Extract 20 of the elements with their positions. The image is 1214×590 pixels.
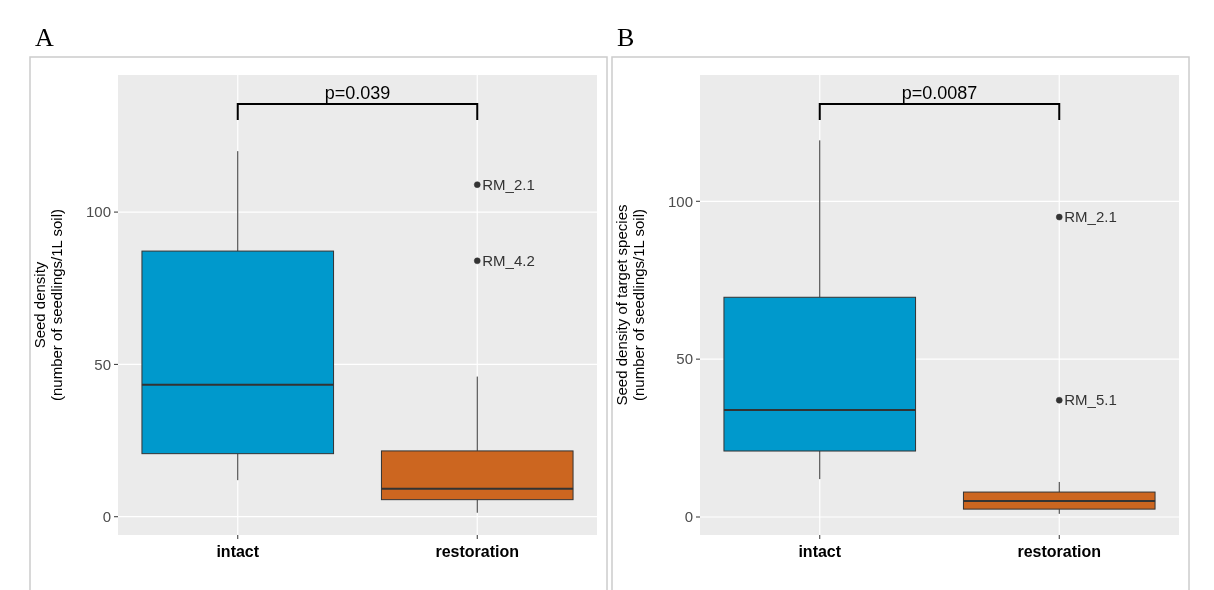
y-tick-label: 50 bbox=[94, 355, 111, 373]
y-tick-label: 50 bbox=[676, 350, 693, 368]
annotation: RM_2.1 bbox=[482, 175, 535, 193]
y-tick-label: 100 bbox=[85, 203, 111, 221]
y-axis-title: Seed density (number of seedlings/1L soil) bbox=[31, 208, 65, 402]
x-tick-label: restoration bbox=[1017, 543, 1102, 560]
annotation: RM_2.1 bbox=[1064, 208, 1117, 226]
chart-title: A bbox=[35, 23, 54, 52]
y-axis-title: Seed density of target species (number of seedlings/1L soil) bbox=[613, 204, 647, 406]
annotation: p=0.0087 bbox=[901, 83, 978, 103]
y-tick-label: 100 bbox=[667, 192, 693, 210]
annotation: p=0.039 bbox=[324, 83, 391, 103]
chart-title: B bbox=[617, 23, 635, 52]
annotation: RM_5.1 bbox=[1064, 391, 1117, 409]
x-tick-label: intact bbox=[798, 543, 842, 560]
annotation: RM_4.2 bbox=[482, 252, 535, 270]
y-tick-label: 0 bbox=[102, 507, 111, 525]
y-tick-label: 0 bbox=[684, 508, 693, 526]
x-tick-label: restoration bbox=[435, 543, 520, 560]
x-tick-label: intact bbox=[216, 543, 260, 560]
